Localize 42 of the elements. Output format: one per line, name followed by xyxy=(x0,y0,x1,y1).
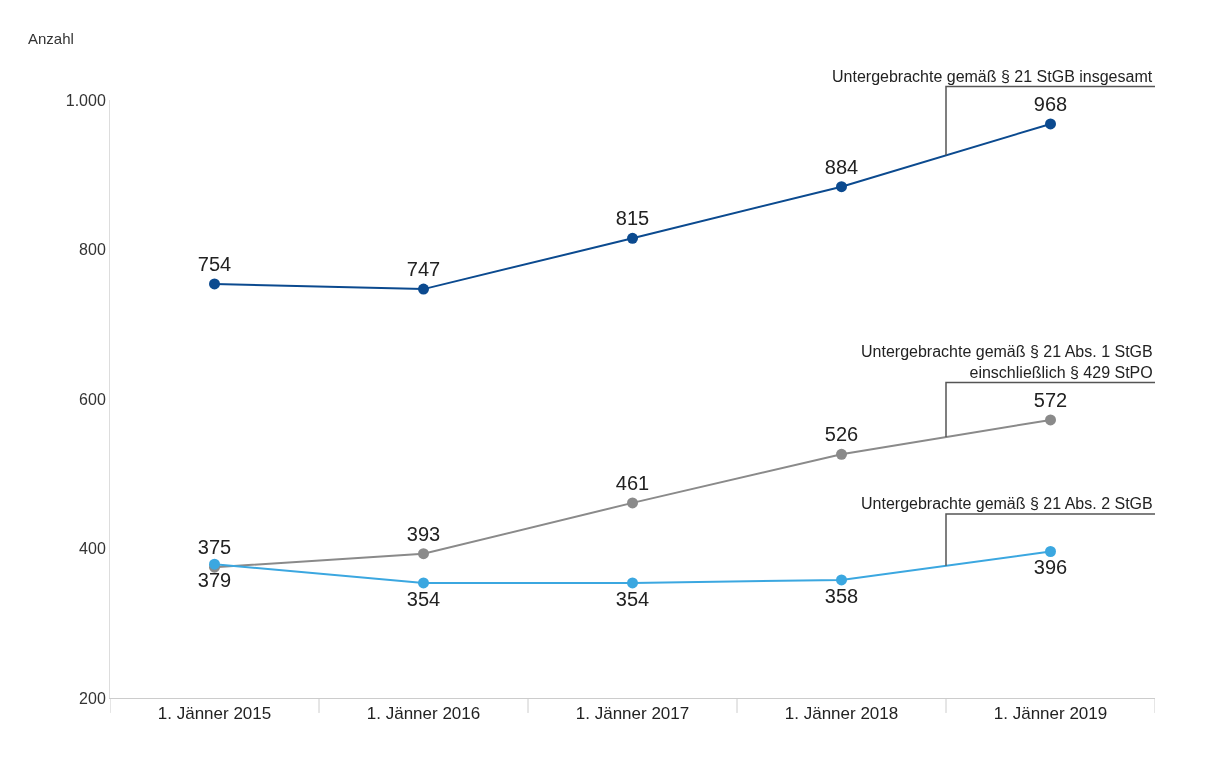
data-label: 396 xyxy=(1033,556,1068,579)
data-label: 815 xyxy=(615,207,650,230)
data-label: 461 xyxy=(615,472,650,495)
point xyxy=(1045,545,1056,557)
y-tick-label: 600 xyxy=(79,390,106,408)
y-axis-title: Anzahl xyxy=(28,30,74,47)
y-tick-label: 200 xyxy=(79,689,106,707)
y-tick-label: 800 xyxy=(79,241,106,259)
data-label: 354 xyxy=(406,587,441,610)
point xyxy=(627,497,638,509)
x-tick-label: 1. Jänner 2015 xyxy=(157,704,272,724)
data-label: 393 xyxy=(406,522,441,545)
data-label: 526 xyxy=(824,423,859,446)
point xyxy=(1045,118,1056,130)
data-label: 747 xyxy=(406,258,441,281)
x-tick-label: 1. Jänner 2018 xyxy=(784,704,899,724)
text: Untergebrachte gemäß § 21 Abs. 2 StGB xyxy=(861,495,1153,512)
x-tick-label: 1. Jänner 2017 xyxy=(575,704,690,724)
data-label: 754 xyxy=(197,253,232,276)
point xyxy=(1045,414,1056,426)
point xyxy=(627,577,638,589)
y-tick-label: 1.000 xyxy=(65,91,106,109)
data-label: 884 xyxy=(824,155,859,178)
point xyxy=(418,548,429,560)
data-label: 572 xyxy=(1033,389,1068,412)
text: Untergebrachte gemäß § 21 Abs. 1 StGB einschließlich § 429 StPO xyxy=(861,343,1153,381)
point xyxy=(418,283,429,295)
point xyxy=(418,577,429,589)
x-tick-label: 1. Jänner 2016 xyxy=(366,704,481,724)
data-label: 354 xyxy=(615,587,650,610)
point xyxy=(209,278,220,290)
x-tick-label: 1. Jänner 2019 xyxy=(993,704,1108,724)
data-label: 968 xyxy=(1033,93,1068,116)
text: Untergebrachte gemäß § 21 StGB insgesamt xyxy=(832,68,1153,85)
y-tick-label: 400 xyxy=(79,540,106,558)
data-label: 358 xyxy=(824,584,859,607)
point xyxy=(836,448,847,460)
data-label: 375 xyxy=(197,536,232,559)
point xyxy=(627,232,638,244)
point xyxy=(836,181,847,193)
data-label: 379 xyxy=(197,569,232,592)
point xyxy=(836,574,847,586)
